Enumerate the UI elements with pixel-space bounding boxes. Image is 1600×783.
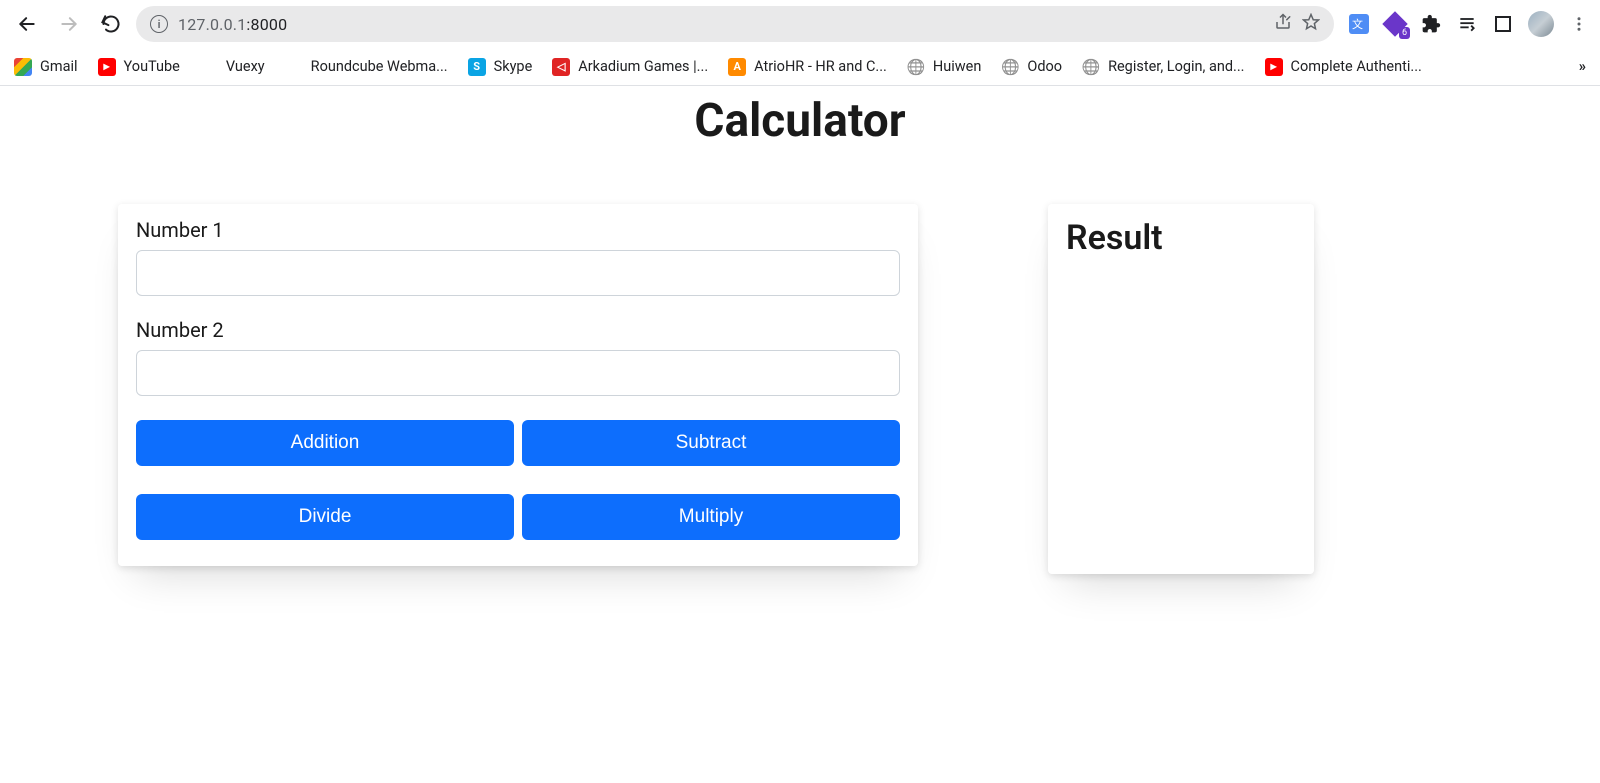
youtube-icon (1265, 58, 1283, 76)
browser-toolbar: i 127.0.0.1:8000 6 (0, 0, 1600, 48)
extension-google-translate-icon[interactable] (1348, 13, 1370, 35)
multiply-button[interactable]: Multiply (522, 494, 900, 540)
vuexy-icon: ❤ (200, 58, 218, 76)
bookmark-label: Vuexy (226, 58, 265, 75)
gmail-icon (14, 58, 32, 76)
result-card: Result (1048, 204, 1314, 574)
bookmark-label: Gmail (40, 58, 78, 75)
globe-icon (907, 58, 925, 76)
youtube-icon (98, 58, 116, 76)
bookmark-skype[interactable]: S Skype (468, 58, 533, 76)
bookmark-label: Roundcube Webma... (311, 58, 448, 75)
label-number-1: Number 1 (136, 218, 900, 242)
site-info-icon[interactable]: i (150, 15, 168, 33)
bookmark-youtube[interactable]: YouTube (98, 58, 180, 76)
reload-button[interactable] (94, 7, 128, 41)
arkadium-icon: ◁ (552, 58, 570, 76)
share-icon[interactable] (1274, 13, 1292, 36)
subtract-button[interactable]: Subtract (522, 420, 900, 466)
extension-badge: 6 (1399, 27, 1410, 39)
extensions-menu-icon[interactable] (1420, 13, 1442, 35)
bookmark-roundcube[interactable]: cP Roundcube Webma... (285, 58, 448, 76)
divide-button[interactable]: Divide (136, 494, 514, 540)
input-number-1[interactable] (136, 250, 900, 296)
bookmark-label: Odoo (1027, 58, 1062, 75)
bookmark-overflow[interactable]: » (1579, 58, 1586, 75)
bookmark-label: Skype (494, 58, 533, 75)
atriohr-icon: A (728, 58, 746, 76)
addition-button[interactable]: Addition (136, 420, 514, 466)
profile-avatar[interactable] (1528, 11, 1554, 37)
bookmark-register-login[interactable]: Register, Login, and... (1082, 58, 1244, 76)
bookmark-label: Complete Authenti... (1291, 58, 1422, 75)
address-bar[interactable]: i 127.0.0.1:8000 (136, 6, 1334, 42)
bookmark-gmail[interactable]: Gmail (14, 58, 78, 76)
bookmark-vuexy[interactable]: ❤ Vuexy (200, 58, 265, 76)
reading-list-icon[interactable] (1456, 13, 1478, 35)
cards-row: Number 1 Number 2 Addition Subtract Divi… (0, 148, 1600, 574)
bookmark-odoo[interactable]: Odoo (1001, 58, 1062, 76)
page-title: Calculator (0, 94, 1600, 148)
globe-icon (1001, 58, 1019, 76)
input-number-2[interactable] (136, 350, 900, 396)
bookmark-huiwen[interactable]: Huiwen (907, 58, 981, 76)
operation-buttons: Addition Subtract Divide Multiply (136, 420, 900, 540)
toolbar-right: 6 (1342, 11, 1590, 37)
extension-diamond-icon[interactable]: 6 (1384, 13, 1406, 35)
side-panel-icon[interactable] (1492, 13, 1514, 35)
page-content: Calculator Number 1 Number 2 Addition Su… (0, 86, 1600, 574)
skype-icon: S (468, 58, 486, 76)
bookmark-label: Register, Login, and... (1108, 58, 1244, 75)
result-heading: Result (1066, 218, 1296, 258)
bookmark-star-icon[interactable] (1302, 13, 1320, 36)
bookmark-atriohr[interactable]: A AtrioHR - HR and C... (728, 58, 887, 76)
back-button[interactable] (10, 7, 44, 41)
chrome-menu-icon[interactable] (1568, 13, 1590, 35)
forward-button[interactable] (52, 7, 86, 41)
bookmark-label: Arkadium Games |... (578, 58, 708, 75)
label-number-2: Number 2 (136, 318, 900, 342)
bookmark-complete-authenti[interactable]: Complete Authenti... (1265, 58, 1422, 76)
calculator-form-card: Number 1 Number 2 Addition Subtract Divi… (118, 204, 918, 566)
bookmarks-bar: Gmail YouTube ❤ Vuexy cP Roundcube Webma… (0, 48, 1600, 86)
url-host: 127.0.0.1 (178, 15, 246, 34)
cpanel-icon: cP (285, 58, 303, 76)
url-path: :8000 (246, 15, 287, 34)
bookmark-label: AtrioHR - HR and C... (754, 58, 887, 75)
url-text: 127.0.0.1:8000 (178, 15, 287, 34)
bookmark-arkadium[interactable]: ◁ Arkadium Games |... (552, 58, 708, 76)
bookmark-label: YouTube (124, 58, 180, 75)
globe-icon (1082, 58, 1100, 76)
bookmark-label: Huiwen (933, 58, 981, 75)
